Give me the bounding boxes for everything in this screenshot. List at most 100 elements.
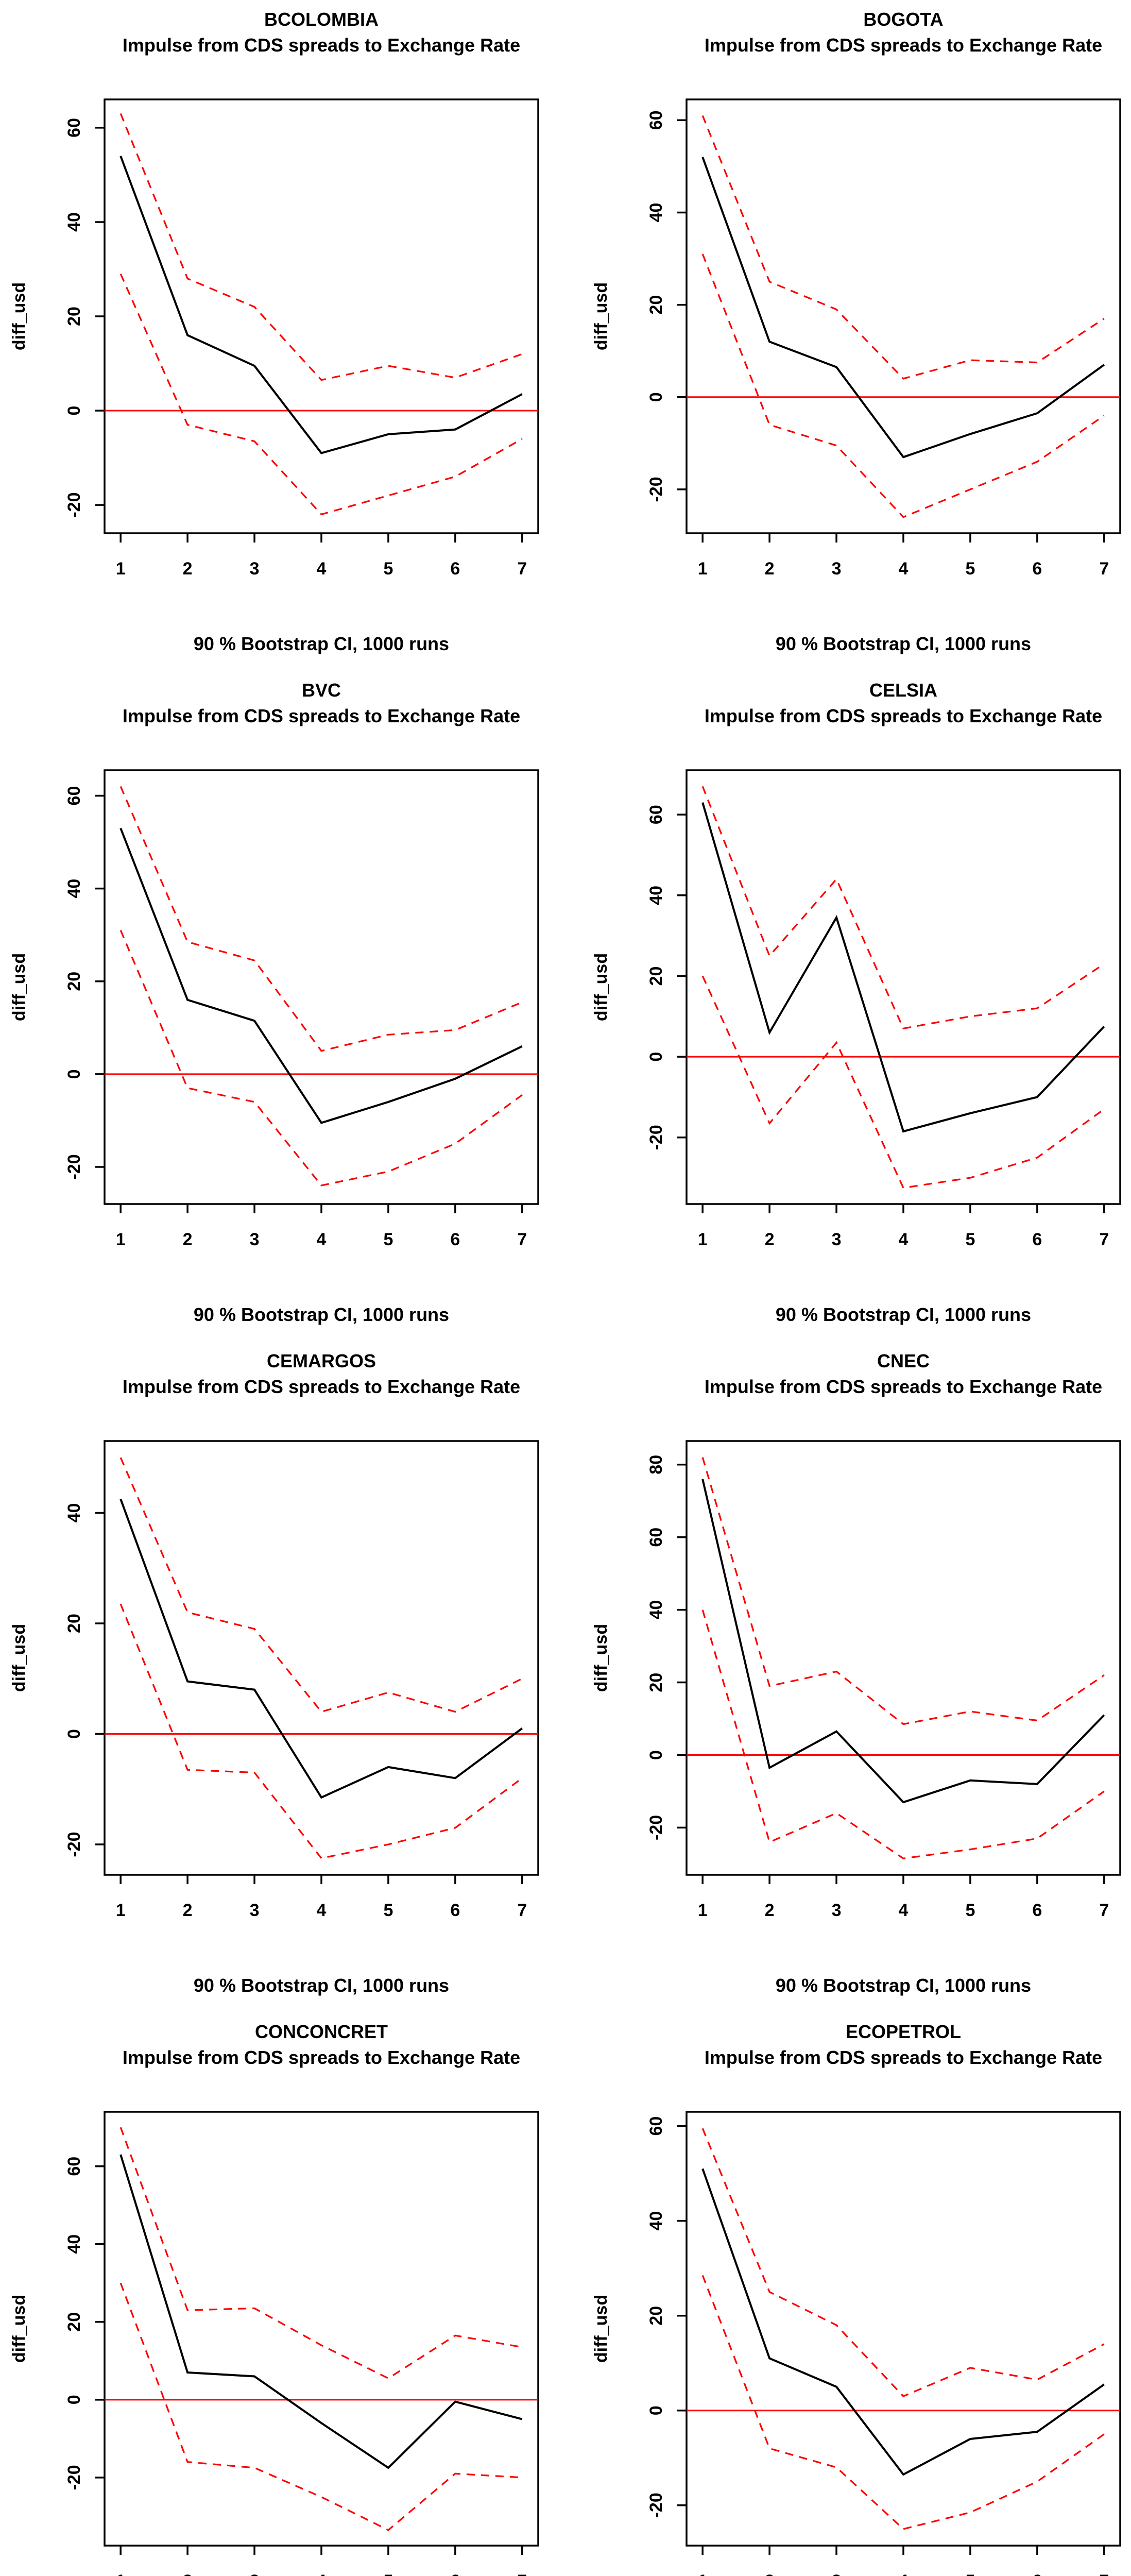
x-tick-label: 6 (450, 2571, 460, 2576)
chart-caption: 90 % Bootstrap CI, 1000 runs (194, 1304, 449, 1325)
x-tick-label: 3 (832, 559, 842, 579)
chart-caption: 90 % Bootstrap CI, 1000 runs (776, 1975, 1031, 1996)
y-tick-label: 40 (64, 212, 84, 232)
x-tick-label: 7 (517, 1230, 527, 1249)
x-tick-label: 7 (517, 1901, 527, 1920)
ci-lower-line (119, 273, 523, 516)
y-tick-label: -20 (646, 477, 666, 502)
y-tick-label: 20 (64, 1614, 84, 1633)
chart-cell-celsia: CELSIA Impulse from CDS spreads to Exchan… (566, 671, 1131, 1342)
y-tick-label: 60 (64, 118, 84, 138)
ci-lower-line (119, 1603, 523, 1859)
y-axis-label: diff_usd (591, 282, 611, 350)
chart-cell-cnec: CNEC Impulse from CDS spreads to Exchange… (566, 1342, 1131, 2012)
x-tick-label: 7 (1099, 1901, 1109, 1920)
y-axis-label: diff_usd (9, 953, 29, 1021)
chart-caption: 90 % Bootstrap CI, 1000 runs (776, 1304, 1031, 1325)
ci-lower-line (119, 2282, 522, 2531)
x-tick-label: 6 (450, 1230, 460, 1249)
chart-title: BOGOTA (863, 9, 943, 30)
y-axis-label: diff_usd (9, 1624, 29, 1692)
chart-title: BVC (302, 680, 341, 701)
chart-cell-conconcret: CONCONCRET Impulse from CDS spreads to Ex… (0, 2012, 566, 2576)
x-tick-label: 4 (317, 559, 327, 579)
x-tick-label: 4 (899, 559, 909, 579)
y-axis-label: diff_usd (591, 953, 611, 1021)
irf-line (701, 157, 1105, 459)
y-tick-label: 20 (646, 295, 666, 315)
irf-chart-celsia: CELSIA Impulse from CDS spreads to Exchan… (591, 680, 1121, 1325)
x-tick-label: 5 (965, 559, 975, 579)
chart-subtitle: Impulse from CDS spreads to Exchange Rat… (123, 705, 520, 726)
y-tick-label: 0 (646, 392, 666, 402)
chart-subtitle: Impulse from CDS spreads to Exchange Rat… (705, 705, 1102, 726)
y-tick-label: 0 (64, 1729, 84, 1739)
chart-subtitle: Impulse from CDS spreads to Exchange Rat… (123, 1376, 520, 1397)
ci-lower-line (701, 1609, 1105, 1859)
x-tick-label: 2 (183, 1901, 193, 1920)
ci-lower-line (119, 930, 523, 1187)
x-tick-label: 5 (383, 1901, 393, 1920)
x-tick-label: 2 (765, 1901, 775, 1920)
irf-chart-cemargos: CEMARGOS Impulse from CDS spreads to Exch… (9, 1350, 539, 1996)
ci-lower-line (701, 253, 1105, 518)
chart-caption: 90 % Bootstrap CI, 1000 runs (776, 633, 1031, 654)
y-tick-label: 0 (64, 1069, 84, 1079)
irf-chart-bcolombia: BCOLOMBIA Impulse from CDS spreads to Exc… (9, 9, 539, 654)
chart-subtitle: Impulse from CDS spreads to Exchange Rat… (123, 2047, 520, 2068)
y-tick-label: 40 (64, 1503, 84, 1523)
y-tick-label: 40 (646, 1600, 666, 1620)
irf-line (119, 156, 523, 454)
chart-subtitle: Impulse from CDS spreads to Exchange Rat… (123, 35, 520, 56)
x-tick-label: 7 (517, 559, 527, 579)
x-tick-label: 7 (1099, 559, 1109, 579)
chart-cell-cemargos: CEMARGOS Impulse from CDS spreads to Exch… (0, 1342, 566, 2012)
chart-title: BCOLOMBIA (264, 9, 379, 30)
irf-line (119, 827, 523, 1124)
plot-box (686, 769, 1121, 1205)
ci-upper-line (701, 2128, 1105, 2398)
x-tick-label: 7 (517, 2571, 527, 2576)
y-tick-label: 40 (646, 203, 666, 223)
chart-title: ECOPETROL (846, 2021, 961, 2042)
x-tick-label: 5 (965, 1901, 975, 1920)
y-tick-label: 60 (64, 2157, 84, 2176)
x-tick-label: 6 (450, 559, 460, 579)
x-tick-label: 5 (383, 559, 393, 579)
y-tick-label: 20 (646, 967, 666, 986)
irf-chart-ecopetrol: ECOPETROL Impulse from CDS spreads to Exc… (591, 2021, 1121, 2576)
x-tick-label: 1 (116, 1230, 126, 1249)
chart-cell-bvc: BVC Impulse from CDS spreads to Exchange … (0, 671, 566, 1342)
x-tick-label: 6 (1032, 1230, 1042, 1249)
y-axis-label: diff_usd (591, 2295, 611, 2363)
x-tick-label: 6 (1032, 1901, 1042, 1920)
y-tick-label: -20 (64, 493, 84, 518)
x-tick-label: 1 (698, 1901, 708, 1920)
plot-box (104, 1440, 539, 1876)
x-tick-label: 2 (183, 559, 193, 579)
irf-chart-cnec: CNEC Impulse from CDS spreads to Exchange… (591, 1350, 1121, 1996)
y-tick-label: 0 (64, 2395, 84, 2404)
irf-line (119, 2154, 523, 2469)
chart-cell-bogota: BOGOTA Impulse from CDS spreads to Exchan… (566, 0, 1131, 671)
irf-line (701, 2168, 1105, 2476)
y-tick-label: -20 (646, 1125, 666, 1150)
x-tick-label: 3 (832, 1230, 842, 1249)
x-tick-label: 4 (899, 2571, 909, 2576)
plot-box (104, 98, 539, 534)
x-tick-label: 3 (832, 1901, 842, 1920)
irf-chart-bvc: BVC Impulse from CDS spreads to Exchange … (9, 680, 539, 1325)
chart-title: CNEC (877, 1350, 930, 1371)
x-tick-label: 2 (765, 559, 775, 579)
chart-cell-bcolombia: BCOLOMBIA Impulse from CDS spreads to Exc… (0, 0, 566, 671)
irf-chart-bogota: BOGOTA Impulse from CDS spreads to Exchan… (591, 9, 1121, 654)
y-tick-label: 60 (646, 805, 666, 824)
x-tick-label: 4 (317, 1901, 327, 1920)
y-tick-label: 20 (64, 307, 84, 326)
plot-box (686, 2111, 1121, 2547)
x-tick-label: 5 (965, 2571, 975, 2576)
x-tick-label: 4 (899, 1230, 909, 1249)
x-tick-label: 3 (250, 2571, 260, 2576)
y-tick-label: 40 (64, 879, 84, 899)
ci-lower-line (701, 2275, 1105, 2530)
